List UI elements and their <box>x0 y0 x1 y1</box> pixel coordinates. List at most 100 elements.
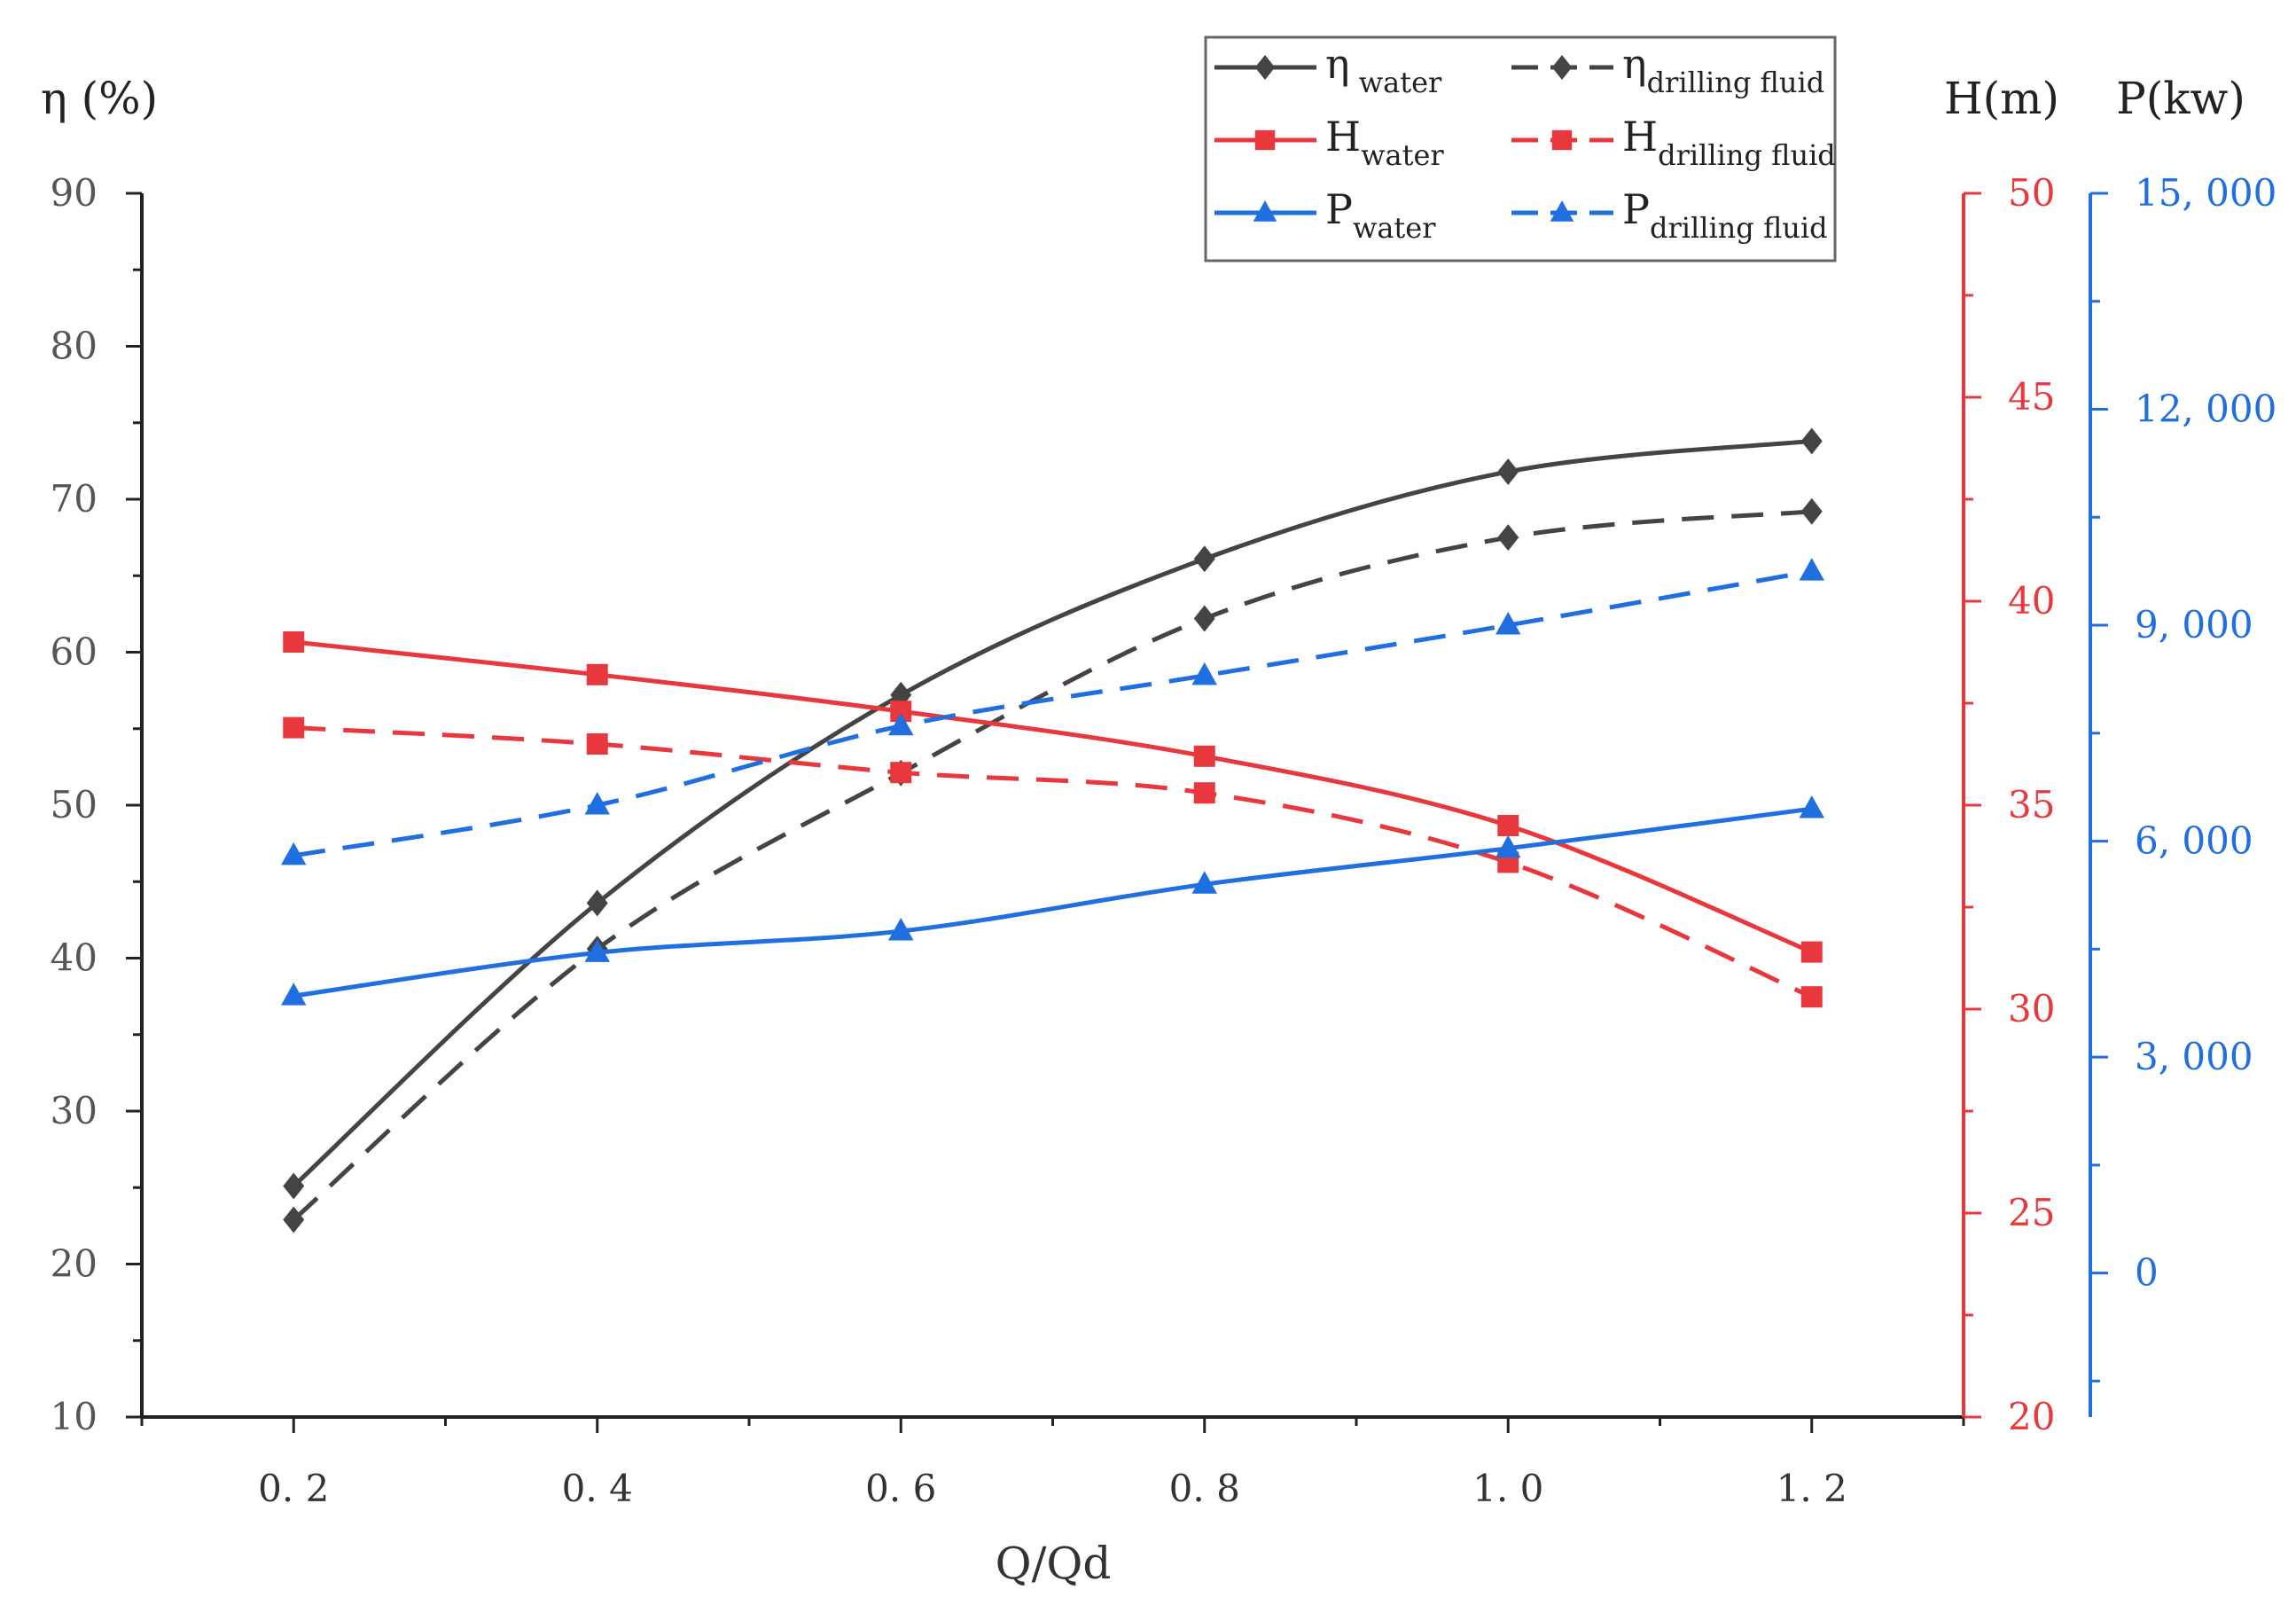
data-point-p-drilling-fluid <box>1496 612 1521 635</box>
left-tick-label: 90 <box>51 171 98 215</box>
data-point-p-water <box>584 939 610 962</box>
left-tick-label: 60 <box>51 630 98 674</box>
series-layer <box>281 427 1824 1233</box>
axes-layer: 10 20 30 40 50 60 70 80 90 η (%) 0. 2 0. 4 0. 6 0. 8 1… <box>41 73 2277 1589</box>
data-point-eta-water <box>1193 545 1215 573</box>
legend-label: Pdrilling fluid <box>1622 185 1828 245</box>
data-point-p-water <box>1191 871 1217 894</box>
series-p-drilling-fluid <box>281 558 1824 865</box>
data-point-p-drilling-fluid <box>1191 662 1217 685</box>
p-tick-label: 3, 000 <box>2135 1035 2253 1078</box>
data-point-h-water <box>1800 941 1823 963</box>
series-line-h-drilling-fluid <box>293 725 1813 999</box>
series-line-p-drilling-fluid <box>293 568 1813 858</box>
data-point-p-water <box>281 983 307 1006</box>
legend-label-sub: water <box>1361 138 1444 172</box>
legend-label: Hdrilling fluid <box>1622 113 1836 172</box>
legend-swatch-marker <box>1551 55 1573 80</box>
legend-label-main: H <box>1622 113 1658 161</box>
legend-label: Pwater <box>1325 185 1436 245</box>
h-tick-label: 25 <box>2008 1191 2055 1234</box>
legend-swatch-marker <box>1550 200 1574 222</box>
data-point-p-drilling-fluid <box>281 842 307 865</box>
legend-label-main: η <box>1622 40 1647 88</box>
legend-label-main: H <box>1325 113 1361 161</box>
legend-item-eta-drilling-fluid: ηdrilling fluid <box>1511 40 1824 99</box>
x-tick-label: 0. 4 <box>562 1467 633 1510</box>
legend-swatch-marker <box>1254 55 1276 80</box>
h-tick-label: 50 <box>2008 171 2055 215</box>
data-point-eta-drilling-fluid <box>1497 524 1519 552</box>
legend-label-sub: drilling fluid <box>1658 138 1836 172</box>
data-point-p-drilling-fluid <box>1799 558 1824 581</box>
p-tick-label: 0 <box>2135 1251 2159 1295</box>
p-tick-label: 6, 000 <box>2135 819 2253 863</box>
legend-item-eta-water: η water <box>1214 40 1442 99</box>
legend-swatch-marker <box>1551 129 1573 151</box>
data-point-p-drilling-fluid <box>584 792 610 815</box>
data-point-h-drilling-fluid <box>1193 782 1215 804</box>
legend-swatch-marker <box>1254 129 1276 151</box>
p-tick-label: 9, 000 <box>2135 603 2253 646</box>
series-line-p-water <box>293 806 1813 998</box>
data-point-eta-water <box>586 889 608 917</box>
p-tick-label: 15, 000 <box>2135 171 2276 215</box>
data-point-eta-drilling-fluid <box>1800 497 1823 525</box>
legend-label-sub: water <box>1353 211 1436 245</box>
data-point-eta-water <box>1800 427 1823 455</box>
p-axis-title: P(kw) <box>2116 73 2245 124</box>
legend-item-h-drilling-fluid: Hdrilling fluid <box>1511 113 1836 172</box>
data-point-p-drilling-fluid <box>888 712 914 736</box>
legend-label-sub: drilling fluid <box>1647 66 1825 99</box>
x-tick-label: 0. 6 <box>865 1467 936 1510</box>
legend-label-sub: water <box>1350 66 1442 99</box>
data-point-eta-water <box>283 1172 305 1200</box>
data-point-p-water <box>1496 834 1521 858</box>
x-tick-label: 0. 2 <box>258 1467 329 1510</box>
legend-label: η water <box>1325 40 1442 99</box>
x-axis-title: Q/Qd <box>996 1538 1112 1589</box>
left-tick-label: 30 <box>51 1089 98 1132</box>
legend-item-h-water: Hwater <box>1214 113 1444 172</box>
data-point-eta-drilling-fluid <box>283 1206 305 1233</box>
data-point-h-water <box>1497 815 1519 836</box>
data-point-h-water <box>586 663 608 685</box>
data-point-h-water <box>1193 745 1215 767</box>
data-point-h-drilling-fluid <box>586 733 608 755</box>
left-tick-label: 10 <box>51 1395 98 1438</box>
legend-label-main: η <box>1325 40 1350 88</box>
series-h-water <box>283 631 1823 963</box>
data-point-h-drilling-fluid <box>890 762 912 784</box>
legend-item-p-drilling-fluid: Pdrilling fluid <box>1511 185 1828 245</box>
series-p-water <box>281 795 1824 1006</box>
left-tick-label: 80 <box>51 325 98 368</box>
series-line-h-water <box>293 639 1813 954</box>
legend-label: Hwater <box>1325 113 1444 172</box>
left-tick-label: 70 <box>51 477 98 521</box>
data-point-p-water <box>888 918 914 941</box>
legend-label-main: P <box>1622 185 1650 233</box>
data-point-p-water <box>1799 795 1824 818</box>
series-h-drilling-fluid <box>283 716 1823 1008</box>
series-eta-water <box>283 427 1823 1200</box>
left-tick-label: 40 <box>51 936 98 980</box>
h-tick-label: 30 <box>2008 987 2055 1030</box>
left-axis-title: η (%) <box>41 73 158 124</box>
data-point-h-water <box>283 631 305 653</box>
data-point-h-drilling-fluid <box>1800 986 1823 1008</box>
h-tick-label: 45 <box>2008 375 2055 419</box>
left-tick-label: 20 <box>51 1242 98 1286</box>
legend-label: ηdrilling fluid <box>1622 40 1824 99</box>
legend-label-main: P <box>1325 185 1353 233</box>
h-tick-label: 35 <box>2008 783 2055 826</box>
legend-label-sub: drilling fluid <box>1650 211 1828 245</box>
h-axis-title: H(m) <box>1944 73 2059 124</box>
legend-item-p-water: Pwater <box>1214 185 1436 245</box>
data-point-eta-drilling-fluid <box>1193 605 1215 632</box>
left-tick-label: 50 <box>51 783 98 826</box>
x-tick-label: 0. 8 <box>1169 1467 1240 1510</box>
legend-box <box>1204 35 1837 262</box>
series-line-eta-water <box>292 438 1813 1188</box>
